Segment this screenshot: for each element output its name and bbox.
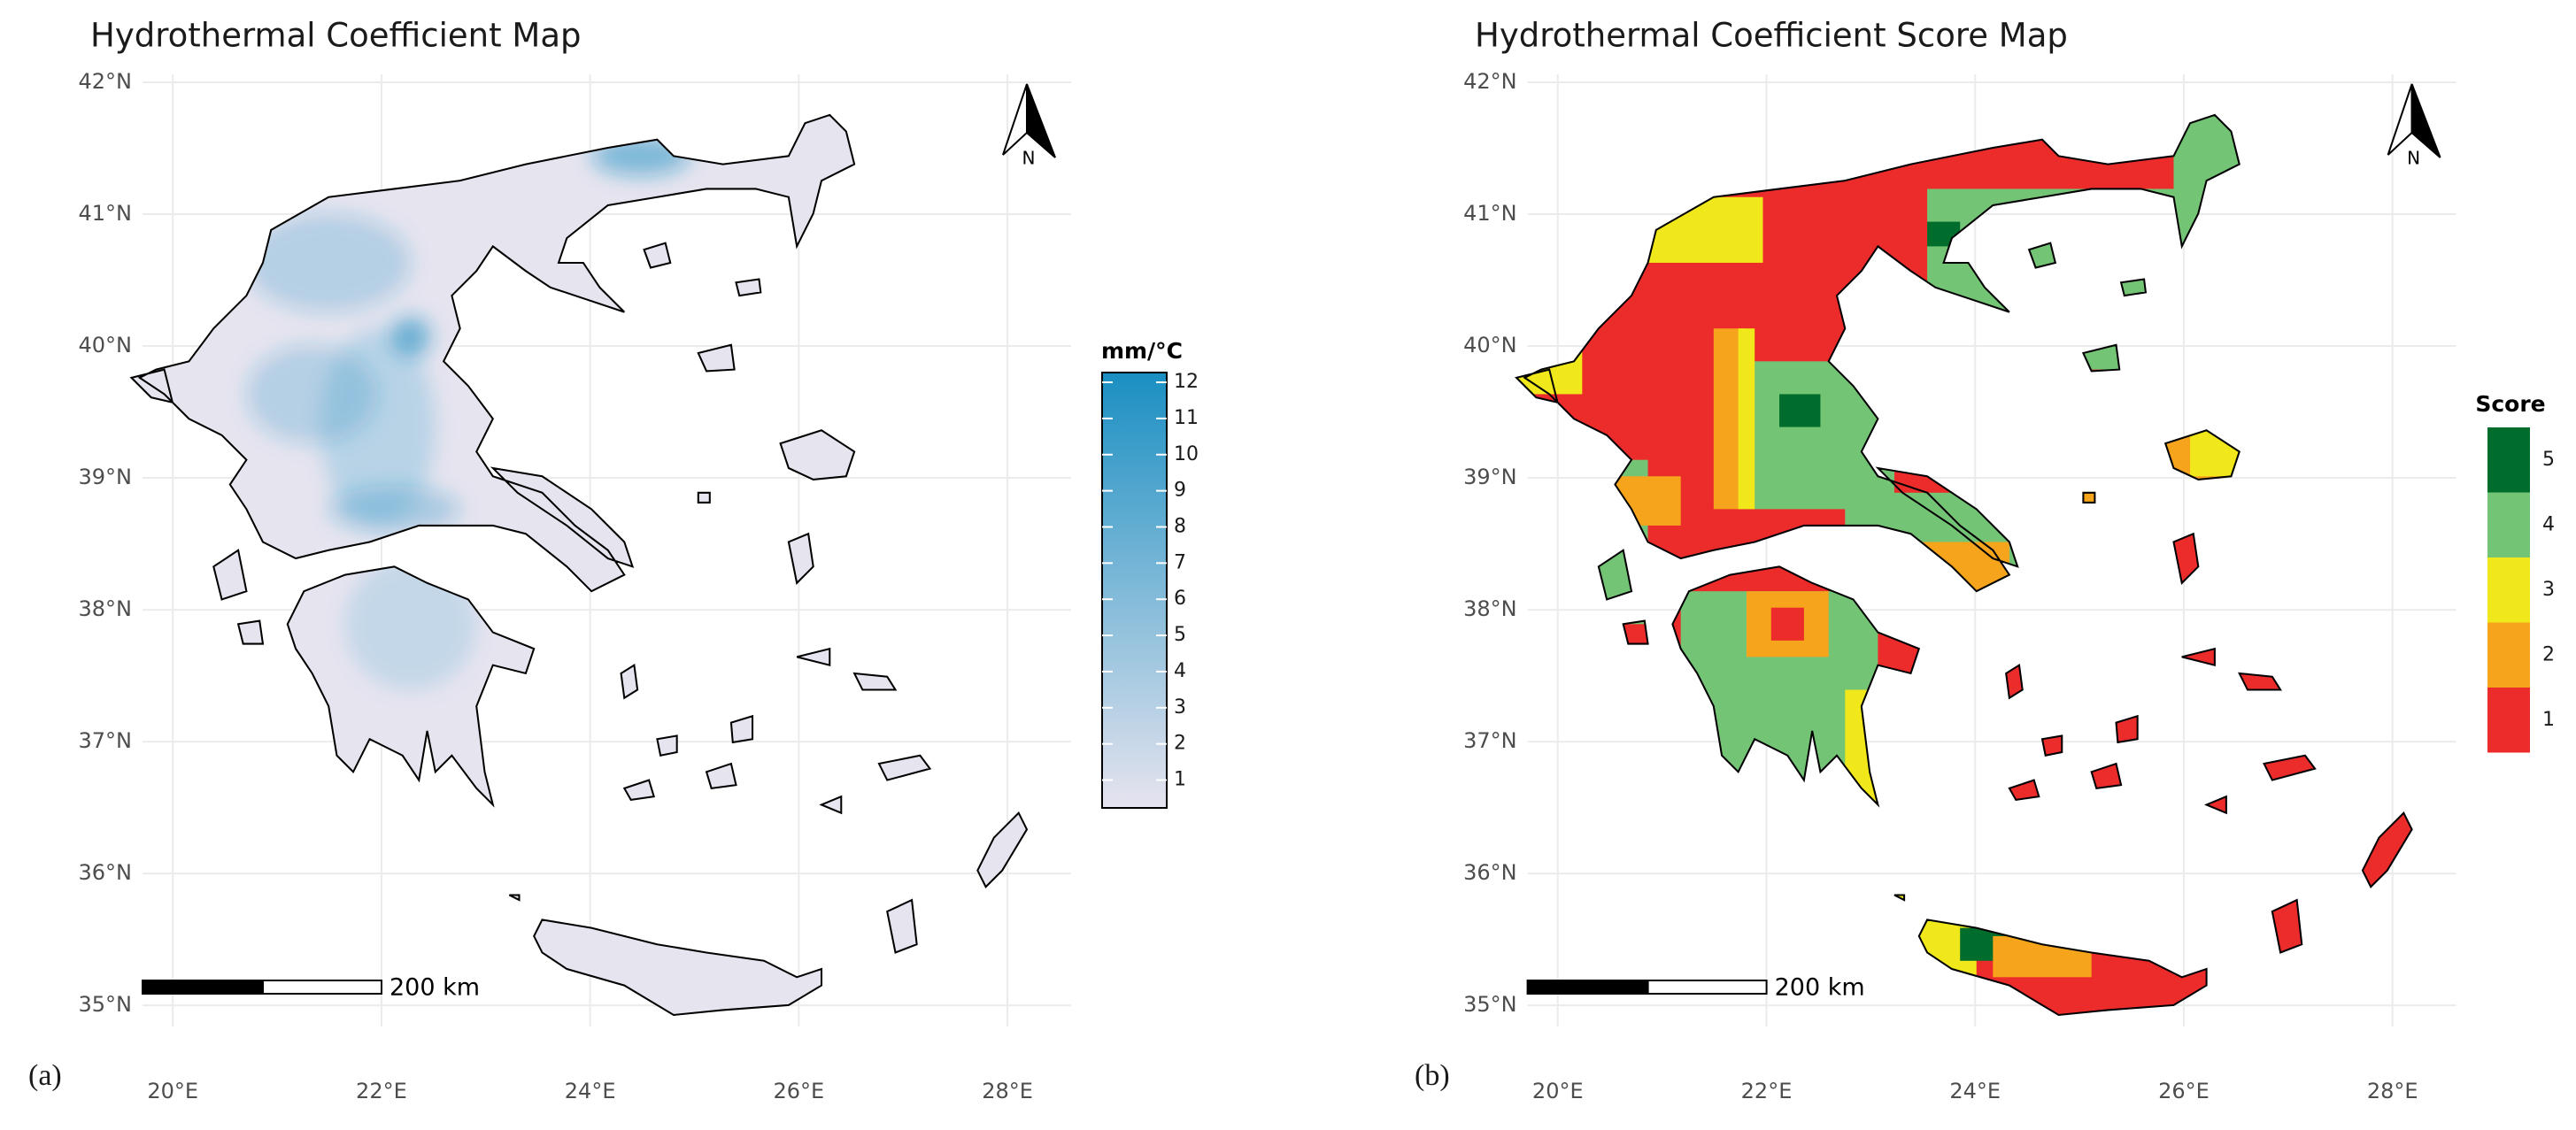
x-tick-label: 22°E bbox=[356, 1079, 407, 1103]
colorbar-label: 10 bbox=[1174, 443, 1199, 465]
score-cell bbox=[1927, 188, 2256, 370]
colorbar-label: 7 bbox=[1174, 551, 1186, 573]
score-cell bbox=[1927, 221, 1961, 247]
scale-bar bbox=[262, 980, 382, 995]
score-cell bbox=[1746, 361, 1894, 510]
score-cell bbox=[1738, 328, 1755, 510]
legend-swatch bbox=[2487, 427, 2530, 493]
colorbar-label: 6 bbox=[1174, 588, 1186, 610]
score-cell bbox=[1615, 476, 1681, 526]
wet-area bbox=[344, 558, 477, 690]
score-cell bbox=[1770, 607, 1804, 641]
colorbar-label: 5 bbox=[1174, 624, 1186, 646]
scale-bar bbox=[142, 980, 264, 995]
north-label: N bbox=[2407, 148, 2420, 169]
x-tick-label: 24°E bbox=[1949, 1079, 2001, 1103]
y-tick-label: 38°N bbox=[79, 596, 133, 621]
y-tick-label: 38°N bbox=[1463, 596, 1517, 621]
scale-bar bbox=[1647, 980, 1768, 995]
panel-label: (a) bbox=[28, 1059, 62, 1092]
colorbar-label: 9 bbox=[1174, 480, 1186, 502]
y-tick-label: 41°N bbox=[79, 201, 133, 226]
colorbar bbox=[1101, 372, 1168, 809]
colorbar-label: 4 bbox=[1174, 660, 1186, 682]
legend-swatch bbox=[2487, 688, 2530, 753]
scale-bar bbox=[1526, 980, 1649, 995]
colorbar-label: 11 bbox=[1174, 407, 1199, 429]
y-tick-label: 37°N bbox=[1463, 728, 1517, 753]
x-tick-label: 24°E bbox=[565, 1079, 616, 1103]
y-tick-label: 39°N bbox=[79, 465, 133, 489]
x-tick-label: 28°E bbox=[982, 1079, 1033, 1103]
score-cell bbox=[2075, 411, 2272, 510]
y-tick-label: 40°N bbox=[1463, 333, 1517, 357]
y-tick-label: 42°N bbox=[79, 69, 133, 94]
score-cell bbox=[1943, 296, 1994, 362]
colorbar-label: 8 bbox=[1174, 515, 1186, 537]
wet-area bbox=[246, 213, 411, 312]
panel: Hydrothermal Coefficient Map (a) 35°N 36°… bbox=[28, 17, 1199, 1104]
score-cell bbox=[1993, 935, 2092, 978]
panel-title: Hydrothermal Coefficient Map bbox=[90, 17, 581, 55]
y-tick-label: 40°N bbox=[79, 333, 133, 357]
score-cell bbox=[2173, 114, 2272, 197]
score-cell bbox=[2190, 427, 2256, 477]
x-tick-label: 26°E bbox=[2158, 1079, 2210, 1103]
legend-swatch bbox=[2487, 557, 2530, 623]
north-arrow bbox=[2410, 83, 2441, 158]
score-cell bbox=[1779, 394, 1821, 427]
panel: Hydrothermal Coefficient Score Map (b) 3… bbox=[1415, 17, 2555, 1104]
y-tick-label: 42°N bbox=[1463, 69, 1517, 94]
colorbar-label: 1 bbox=[1174, 769, 1186, 791]
y-tick-label: 35°N bbox=[79, 992, 133, 1017]
legend-swatch bbox=[2487, 622, 2530, 688]
panel-label: (b) bbox=[1415, 1059, 1450, 1092]
x-tick-label: 20°E bbox=[1532, 1079, 1584, 1103]
legend-label: 1 bbox=[2542, 709, 2555, 731]
x-tick-label: 22°E bbox=[1741, 1079, 1793, 1103]
colorbar-label: 3 bbox=[1174, 696, 1186, 719]
scale-label: 200 km bbox=[1775, 974, 1865, 1002]
legend-swatch bbox=[2487, 492, 2530, 557]
legend-label: 4 bbox=[2542, 513, 2555, 535]
y-tick-label: 41°N bbox=[1463, 201, 1517, 226]
x-tick-label: 28°E bbox=[2367, 1079, 2418, 1103]
y-tick-label: 36°N bbox=[1463, 860, 1517, 885]
y-tick-label: 35°N bbox=[1463, 992, 1517, 1017]
high-values bbox=[246, 136, 690, 690]
x-tick-label: 20°E bbox=[147, 1079, 198, 1103]
wet-area bbox=[320, 328, 436, 526]
legend-label: 3 bbox=[2542, 579, 2555, 601]
colorbar-label: 2 bbox=[1174, 733, 1186, 755]
legend-label: 5 bbox=[2542, 449, 2555, 471]
x-tick-label: 26°E bbox=[774, 1079, 825, 1103]
y-tick-label: 36°N bbox=[79, 860, 133, 885]
north-label: N bbox=[1022, 148, 1036, 169]
colorbar-label: 12 bbox=[1174, 371, 1199, 393]
legend-title: Score bbox=[2475, 391, 2545, 417]
north-arrow bbox=[1002, 83, 1028, 156]
north-arrow bbox=[1026, 83, 1056, 158]
legend-label: 2 bbox=[2542, 643, 2555, 665]
panel-title: Hydrothermal Coefficient Score Map bbox=[1475, 17, 2068, 55]
scale-label: 200 km bbox=[389, 974, 480, 1002]
y-tick-label: 39°N bbox=[1463, 465, 1517, 489]
y-tick-label: 37°N bbox=[79, 728, 133, 753]
north-arrow bbox=[2387, 83, 2413, 156]
legend-title: mm/°C bbox=[1101, 338, 1183, 364]
